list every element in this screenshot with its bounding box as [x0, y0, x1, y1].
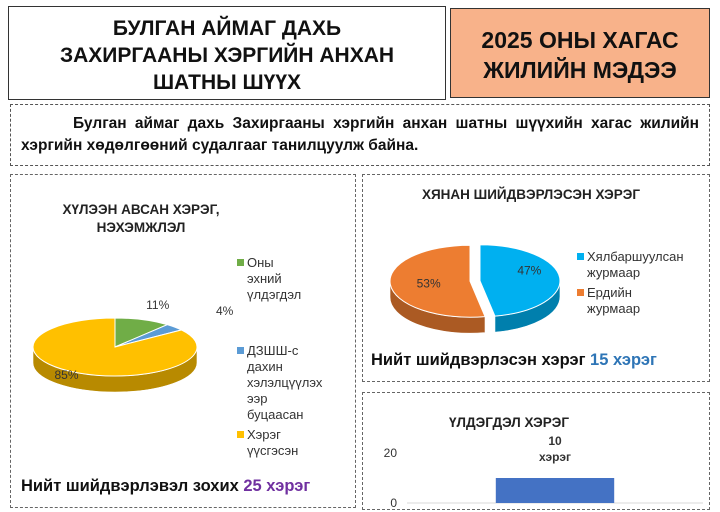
pie-data-label: 85%	[55, 368, 79, 382]
resolved-total-value: 15 хэрэг	[590, 351, 657, 369]
received-cases-panel: ХҮЛЭЭН АВСАН ХЭРЭГ, НЭХЭМЖЛЭЛ 11% 4% 85% О…	[10, 174, 356, 508]
resolved-total-label: Нийт шийдвэрлэсэн хэрэг	[371, 351, 591, 369]
y-tick-label: 20	[384, 446, 398, 460]
legend-line: ээр буцаасан	[247, 391, 304, 422]
legend-line: журмаар	[587, 265, 641, 280]
received-chart-title-line: ХҮЛЭЭН АВСАН ХЭРЭГ,	[62, 202, 220, 217]
report-title-box: 2025 ОНЫ ХАГАС ЖИЛИЙН МЭДЭЭ	[450, 8, 710, 98]
legend-label: Хэрэг үүсгэсэн	[247, 427, 298, 459]
received-total: Нийт шийдвэрлэвэл зохих 25 хэрэг	[21, 477, 310, 496]
y-tick-label: 0	[390, 496, 397, 510]
bar-data-label: 10	[548, 434, 562, 448]
resolved-chart-title-line: ХЯНАН ШИЙДВЭРЛЭСЭН ХЭРЭГ	[421, 187, 641, 202]
pie-slice	[32, 317, 198, 377]
received-total-value: 25 хэрэг	[243, 477, 311, 495]
received-pie-chart: 11% 4% 85%	[32, 298, 234, 393]
bar-data-label: хэрэг	[539, 450, 571, 464]
legend-label: ДЗШШ-с дахин хэлэлцүүлэх ээр буцаасан	[247, 343, 322, 423]
resolved-cases-panel: ХЯНАН ШИЙДВЭРЛЭСЭН ХЭРЭГ 47% 53% Хялбаршу…	[362, 174, 710, 382]
header-title-line: ЗАХИРГААНЫ ХЭРГИЙН АНХАН	[59, 44, 395, 67]
received-chart-title-line: НЭХЭМЖЛЭЛ	[96, 220, 186, 235]
received-total-label: Нийт шийдвэрлэвэл зохих	[21, 477, 244, 495]
pie-slice	[389, 244, 486, 318]
report-title: 2025 ОНЫ ХАГАС ЖИЛИЙН МЭДЭЭ	[451, 25, 709, 85]
resolved-chart-title: ХЯНАН ШИЙДВЭРЛЭСЭН ХЭРЭГ	[363, 187, 699, 202]
legend-line: ДЗШШ-с	[247, 343, 299, 358]
legend-line: үүсгэсэн	[247, 443, 299, 458]
legend-line: үлдэгдэл	[247, 287, 302, 302]
header-title-line: ШАТНЫ ШҮҮХ	[152, 71, 302, 94]
legend-swatch	[577, 289, 584, 296]
remaining-cases-panel: ҮЛДЭГДЭЛ ХЭРЭГ 0 20 10 хэрэг	[362, 392, 710, 510]
legend-line: журмаар	[587, 301, 641, 316]
legend-swatch	[577, 253, 584, 260]
legend-line: дахин	[247, 359, 283, 374]
pie-data-label: 53%	[417, 276, 441, 290]
pie-data-label: 11%	[146, 298, 169, 312]
legend-line: хэлэлцүүлэх	[247, 375, 323, 390]
intro-text: Булган аймаг дахь Захиргааны хэргийн анх…	[21, 115, 699, 154]
header-title: БУЛГАН АЙМАГ ДАХЬ ЗАХИРГААНЫ ХЭРГИЙН АНХ…	[9, 15, 445, 96]
remaining-chart-title: ҮЛДЭГДЭЛ ХЭРЭГ	[449, 415, 569, 430]
legend-line: Хэрэг	[247, 427, 281, 442]
legend-line: Хялбаршуулсан	[587, 249, 684, 264]
legend-label: Оны эхний үлдэгдэл	[247, 255, 301, 303]
legend-line: Ердийн	[587, 285, 632, 300]
legend-label: Хялбаршуулсан журмаар	[587, 249, 684, 281]
legend-label: Ердийн журмаар	[587, 285, 640, 317]
remaining-bar-chart: 0 20 10 хэрэг	[384, 434, 703, 510]
header-title-box: БУЛГАН АЙМАГ ДАХЬ ЗАХИРГААНЫ ХЭРГИЙН АНХ…	[8, 6, 446, 100]
report-title-line: ЖИЛИЙН МЭДЭЭ	[483, 57, 677, 83]
pie-slice	[479, 244, 561, 317]
legend-swatch	[237, 259, 244, 266]
resolved-total: Нийт шийдвэрлэсэн хэрэг 15 хэрэг	[371, 351, 657, 370]
pie-data-label: 4%	[216, 304, 234, 318]
received-chart-title: ХҮЛЭЭН АВСАН ХЭРЭГ, НЭХЭМЖЛЭЛ	[51, 201, 231, 237]
header-title-line: БУЛГАН АЙМАГ ДАХЬ	[112, 17, 342, 40]
bar	[495, 478, 615, 503]
legend-line: Оны эхний	[247, 255, 282, 286]
pie-data-label: 47%	[517, 264, 541, 278]
intro-box: Булган аймаг дахь Захиргааны хэргийн анх…	[10, 104, 710, 166]
resolved-pie-chart: 47% 53%	[389, 244, 561, 334]
report-title-line: 2025 ОНЫ ХАГАС	[481, 27, 679, 53]
legend-swatch	[237, 347, 244, 354]
legend-swatch	[237, 431, 244, 438]
